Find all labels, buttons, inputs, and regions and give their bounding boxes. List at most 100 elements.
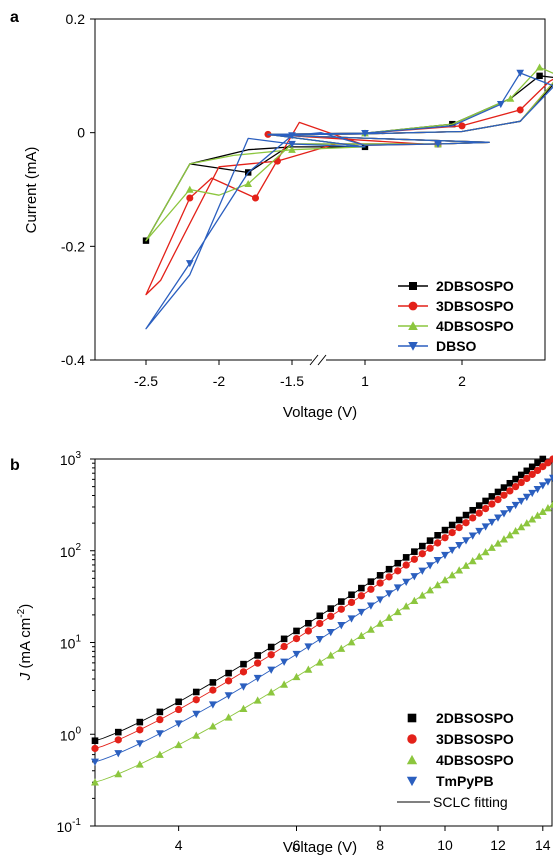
y-tick-base: 10	[60, 544, 76, 560]
data-point	[135, 740, 144, 748]
data-point	[505, 531, 514, 539]
legend-label: 2DBSOSPO	[436, 710, 514, 726]
plot-frame	[94, 458, 553, 827]
data-point	[156, 708, 164, 716]
data-point	[475, 527, 484, 536]
data-point	[316, 612, 324, 620]
data-point	[251, 194, 260, 202]
data-point	[225, 669, 232, 677]
data-point	[155, 730, 164, 738]
x-tick-label: 10	[437, 837, 453, 853]
data-point	[448, 528, 456, 537]
data-point	[186, 194, 194, 202]
data-point	[534, 459, 541, 467]
data-point	[224, 713, 233, 721]
x-tick-label: 12	[490, 837, 506, 853]
panel-label-b: b	[10, 457, 20, 474]
data-point	[469, 514, 477, 522]
data-point	[91, 758, 99, 766]
data-point	[209, 686, 217, 694]
data-point	[305, 619, 312, 627]
y-tick-base: 10	[60, 452, 76, 468]
data-point	[418, 567, 427, 575]
data-point	[462, 519, 470, 527]
data-point	[292, 672, 301, 681]
y-tick-exp: -1	[72, 817, 81, 828]
data-point	[481, 523, 490, 531]
data-point	[475, 552, 484, 560]
x-tick-label: 4	[175, 837, 183, 853]
y-label-exp: -2	[16, 608, 27, 617]
y-tick-label: 101	[60, 634, 82, 652]
y-tick-label: 0	[77, 125, 85, 141]
data-point	[304, 627, 312, 635]
data-point	[239, 668, 248, 676]
data-point	[192, 696, 200, 704]
data-point	[533, 466, 542, 475]
data-point	[254, 659, 262, 667]
data-point	[462, 537, 470, 545]
data-point	[338, 598, 345, 605]
y-tick-label: -0.2	[61, 238, 85, 254]
data-point	[337, 644, 346, 652]
data-point	[494, 514, 502, 522]
series-line	[145, 72, 553, 330]
data-point	[136, 726, 144, 734]
data-point	[511, 527, 520, 535]
data-point	[315, 658, 324, 666]
data-point	[288, 132, 296, 140]
data-point	[516, 106, 524, 114]
data-point	[410, 573, 419, 581]
data-point	[500, 491, 508, 499]
data-point	[543, 478, 552, 486]
legend-label: TmPyPB	[436, 773, 494, 789]
legend-marker	[407, 713, 417, 723]
legend-label: DBSO	[436, 338, 477, 354]
data-point	[347, 615, 356, 623]
x-tick-label: -1.5	[280, 373, 304, 389]
data-point	[175, 698, 182, 706]
data-point	[240, 660, 247, 668]
data-point	[192, 731, 201, 739]
legend-label: 4DBSOSPO	[436, 752, 514, 768]
data-point	[538, 507, 547, 515]
data-point	[253, 674, 262, 683]
data-point	[185, 260, 194, 268]
data-point	[500, 535, 508, 543]
data-point	[385, 613, 394, 621]
data-point	[114, 770, 123, 778]
data-point	[458, 122, 466, 130]
data-point	[174, 720, 183, 728]
data-point	[487, 518, 496, 527]
data-point	[500, 484, 508, 491]
data-point	[535, 63, 544, 71]
data-point	[536, 72, 543, 80]
data-point	[292, 634, 301, 643]
data-point	[224, 677, 233, 685]
data-point	[494, 495, 502, 504]
data-point	[426, 537, 434, 544]
data-point	[511, 501, 520, 510]
data-point	[469, 506, 476, 514]
y-axis-label: J (mA cm-2)	[16, 604, 34, 681]
data-point	[367, 585, 375, 593]
data-point	[114, 728, 122, 736]
data-point	[455, 542, 464, 550]
legend: 2DBSOSPO 3DBSOSPO 4DBSOSPO DBSO	[398, 278, 514, 354]
data-point	[433, 557, 442, 565]
data-point	[114, 736, 122, 744]
data-point	[185, 185, 194, 193]
data-point	[208, 701, 217, 709]
data-point	[487, 543, 496, 551]
data-point	[411, 548, 418, 555]
cv-panel: a Current (mA) Voltage (V) 0.2 0 -0.2 -0.4 -…	[10, 9, 553, 421]
data-point	[522, 493, 531, 502]
y-tick-base: 10	[57, 819, 73, 835]
data-point	[280, 680, 289, 688]
data-point	[91, 737, 99, 745]
data-point	[448, 521, 456, 529]
data-point	[280, 635, 288, 643]
data-point	[337, 605, 345, 613]
legend-label: 2DBSOSPO	[436, 278, 514, 294]
series-line	[145, 66, 553, 242]
